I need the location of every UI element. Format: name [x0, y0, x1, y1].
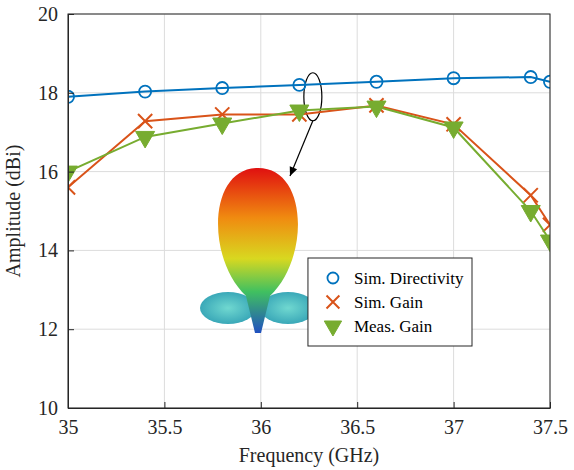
marker	[525, 71, 537, 83]
series-line	[68, 77, 550, 97]
marker	[213, 118, 232, 135]
tick: 37.5	[533, 402, 568, 438]
plot-frame	[68, 14, 550, 408]
series-line	[68, 105, 550, 224]
marker	[138, 114, 152, 128]
legend-label: Sim. Gain	[354, 293, 423, 312]
tick: 35.5	[147, 402, 182, 438]
grid	[68, 14, 550, 408]
marker	[448, 72, 460, 84]
marker	[136, 131, 155, 148]
tick-mark	[68, 14, 74, 15]
tick-label: 36	[251, 416, 271, 438]
tick-label: 18	[38, 82, 58, 104]
marker	[521, 205, 540, 222]
tick-label: 16	[38, 161, 58, 183]
x-axis-title: Frequency (GHz)	[239, 444, 380, 467]
marker	[540, 235, 550, 252]
series-group	[68, 71, 550, 252]
tick-label: 10	[38, 397, 58, 419]
tick-label: 14	[38, 239, 58, 261]
marker	[370, 76, 382, 88]
tick-mark	[68, 250, 74, 251]
tick-label: 35	[59, 416, 79, 438]
tick-mark	[164, 402, 165, 408]
y-axis: 10 12 14 16 18 20	[38, 3, 74, 419]
tick-label: 37.5	[533, 416, 568, 438]
tick-label: 36.5	[340, 416, 375, 438]
tick: 18	[38, 82, 74, 104]
marker	[544, 76, 550, 88]
marker	[139, 86, 151, 98]
tick: 36	[251, 402, 271, 438]
grid-line	[68, 171, 550, 172]
marker	[290, 105, 309, 122]
grid-line	[453, 14, 454, 408]
grid-line	[164, 14, 165, 408]
marker	[216, 82, 228, 94]
tick-mark	[68, 93, 74, 94]
grid-line	[68, 250, 550, 251]
tick: 20	[38, 3, 74, 25]
marker	[524, 188, 538, 202]
tick-label: 35.5	[147, 416, 182, 438]
series-line	[68, 107, 550, 241]
y-axis-title: Amplitude (dBi)	[2, 145, 25, 278]
tick-mark	[550, 402, 551, 408]
tick: 10	[38, 397, 74, 419]
plot-background	[68, 14, 550, 408]
marker	[367, 101, 386, 118]
tick-mark	[357, 402, 358, 408]
legend-marker	[324, 321, 341, 336]
grid-line	[357, 14, 358, 408]
axis-line	[68, 15, 69, 409]
legend-label: Meas. Gain	[354, 317, 433, 336]
tick-mark	[261, 402, 262, 408]
tick-mark	[454, 402, 455, 408]
marker	[293, 79, 305, 91]
tick-mark	[68, 408, 74, 409]
legend-marker	[327, 296, 340, 309]
chart: 35 35.5 36 36.5 37 37.5 10 12 14 16 18 20 Sim. Direc…	[0, 0, 574, 470]
pattern-inset	[200, 73, 322, 333]
arrow-head	[290, 166, 297, 176]
marker	[68, 180, 75, 194]
x-axis: 35 35.5 36 36.5 37 37.5	[59, 402, 569, 438]
marker	[444, 122, 463, 139]
legend-label: Sim. Directivity	[354, 269, 464, 288]
marker	[68, 166, 78, 183]
tick-label: 20	[38, 3, 58, 25]
tick-mark	[68, 329, 74, 330]
tick-label: 37	[444, 416, 464, 438]
tick: 14	[38, 239, 74, 261]
axis-line	[69, 408, 551, 409]
main-lobe	[218, 168, 298, 333]
legend-marker	[327, 273, 338, 284]
legend-box	[308, 258, 472, 346]
tick-mark	[68, 172, 74, 173]
tick: 16	[38, 161, 74, 183]
tick: 36.5	[340, 402, 375, 438]
tick: 12	[38, 318, 74, 340]
plot: 35 35.5 36 36.5 37 37.5 10 12 14 16 18 20 Sim. Direc…	[38, 3, 568, 438]
annotation-arrow	[290, 121, 313, 176]
tick-label: 12	[38, 318, 58, 340]
tick: 37	[444, 402, 464, 438]
legend: Sim. Directivity Sim. Gain Meas. Gain	[308, 258, 472, 346]
